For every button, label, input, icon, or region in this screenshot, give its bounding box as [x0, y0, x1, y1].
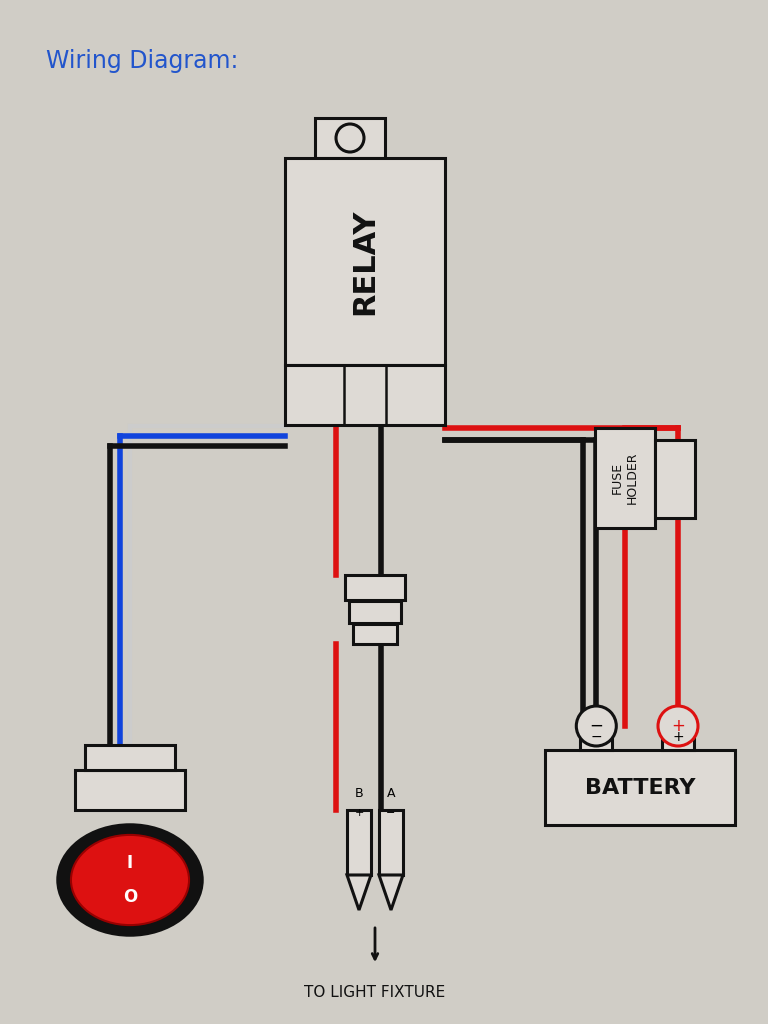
Circle shape: [576, 706, 616, 746]
Text: +: +: [354, 808, 364, 818]
Text: −: −: [589, 717, 603, 735]
FancyBboxPatch shape: [581, 724, 612, 750]
Text: −: −: [386, 808, 396, 818]
Circle shape: [658, 706, 698, 746]
Polygon shape: [379, 874, 403, 910]
FancyBboxPatch shape: [315, 118, 385, 158]
Text: −: −: [591, 730, 602, 744]
Text: I: I: [127, 854, 133, 872]
Polygon shape: [347, 874, 371, 910]
FancyBboxPatch shape: [349, 601, 401, 623]
FancyBboxPatch shape: [85, 745, 175, 770]
Text: TO LIGHT FIXTURE: TO LIGHT FIXTURE: [304, 985, 445, 1000]
FancyBboxPatch shape: [345, 575, 405, 600]
Text: FUSE
HOLDER: FUSE HOLDER: [611, 452, 639, 504]
Text: BATTERY: BATTERY: [584, 777, 695, 798]
Text: B: B: [355, 787, 363, 800]
FancyBboxPatch shape: [285, 365, 445, 425]
FancyBboxPatch shape: [545, 750, 735, 825]
Ellipse shape: [58, 825, 202, 935]
FancyBboxPatch shape: [379, 810, 403, 874]
FancyBboxPatch shape: [347, 810, 371, 874]
Text: A: A: [387, 787, 396, 800]
Text: +: +: [671, 717, 685, 735]
FancyBboxPatch shape: [662, 724, 694, 750]
Text: +: +: [672, 730, 684, 744]
FancyBboxPatch shape: [655, 440, 695, 518]
FancyBboxPatch shape: [75, 770, 185, 810]
FancyBboxPatch shape: [595, 428, 655, 528]
Text: RELAY: RELAY: [350, 208, 379, 314]
Ellipse shape: [71, 835, 189, 925]
FancyBboxPatch shape: [285, 158, 445, 365]
Circle shape: [336, 124, 364, 152]
Text: O: O: [123, 888, 137, 905]
Text: Wiring Diagram:: Wiring Diagram:: [46, 49, 238, 73]
FancyBboxPatch shape: [353, 624, 397, 644]
